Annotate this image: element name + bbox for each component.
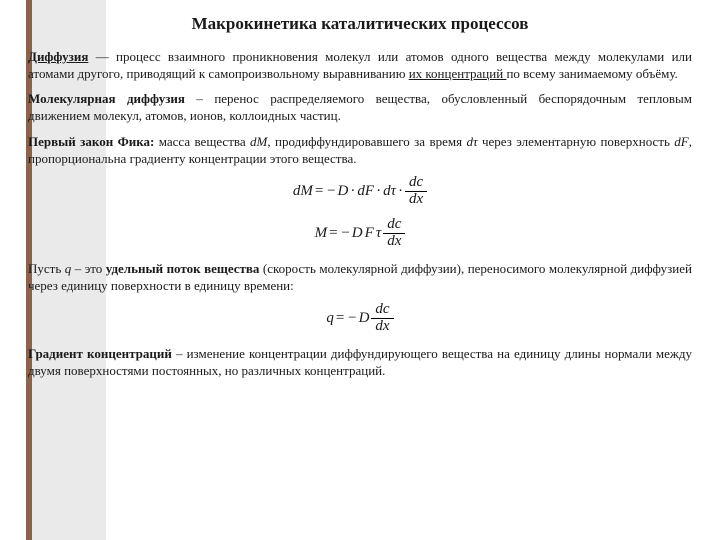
eq1-eq: = − bbox=[315, 183, 336, 200]
text: , продиффундировавшего за время bbox=[267, 134, 466, 149]
eq2-num: dc bbox=[383, 217, 405, 234]
eq2-den: dx bbox=[383, 234, 405, 250]
para-diffusion-def: Диффузия — процесс взаимного проникновен… bbox=[28, 48, 692, 82]
para-molecular-diffusion: Молекулярная диффузия – перенос распреде… bbox=[28, 90, 692, 124]
term-molecular-diffusion: Молекулярная диффузия bbox=[28, 91, 185, 106]
text: по всему занимаемому объёму. bbox=[506, 66, 677, 81]
term-diffusion: Диффузия bbox=[28, 49, 88, 64]
eq2-F: F bbox=[365, 225, 374, 242]
equation-3: q = − D dc dx bbox=[28, 302, 692, 335]
eq2-tau: τ bbox=[376, 225, 381, 242]
eq1-dot: · bbox=[376, 183, 381, 200]
para-gradient-def: Градиент концентраций – изменение концен… bbox=[28, 345, 692, 379]
term-specific-flux: удельный поток вещества bbox=[106, 261, 260, 276]
text: Пусть bbox=[28, 261, 65, 276]
page-title: Макрокинетика каталитических процессов bbox=[28, 14, 692, 34]
eq2-D: D bbox=[352, 225, 363, 242]
eq1-D: D bbox=[338, 183, 349, 200]
text: через элементарную поверхность bbox=[478, 134, 675, 149]
content-area: Макрокинетика каталитических процессов Д… bbox=[28, 14, 692, 379]
eq1-dot: · bbox=[398, 183, 403, 200]
eq3-eq: = − bbox=[336, 310, 357, 327]
var-dtau: dτ bbox=[466, 134, 477, 149]
eq3-D: D bbox=[359, 310, 370, 327]
eq3-frac: dc dx bbox=[371, 302, 393, 335]
eq1-num: dc bbox=[405, 175, 427, 192]
eq3-num: dc bbox=[371, 302, 393, 319]
text-underline: их концентраций bbox=[409, 66, 507, 81]
eq1-lhs: dM bbox=[293, 183, 313, 200]
equation-1: dM = − D · dF · dτ · dc dx bbox=[28, 175, 692, 208]
eq1-dot: · bbox=[350, 183, 355, 200]
var-dF: dF bbox=[674, 134, 688, 149]
para-fick-law: Первый закон Фика: масса вещества dM, пр… bbox=[28, 133, 692, 167]
eq1-den: dx bbox=[405, 192, 427, 208]
term-fick-law: Первый закон Фика: bbox=[28, 134, 154, 149]
eq1-dF: dF bbox=[357, 183, 374, 200]
term-gradient: Градиент концентраций bbox=[28, 346, 172, 361]
text: – это bbox=[71, 261, 106, 276]
var-dM: dM bbox=[250, 134, 267, 149]
eq2-lhs: M bbox=[315, 225, 328, 242]
eq3-den: dx bbox=[371, 319, 393, 335]
eq1-frac: dc dx bbox=[405, 175, 427, 208]
equation-2: M = − D F τ dc dx bbox=[28, 217, 692, 250]
text: масса вещества bbox=[154, 134, 250, 149]
eq1-dtau: dτ bbox=[383, 183, 396, 200]
eq3-lhs: q bbox=[326, 310, 334, 327]
para-specific-flux: Пусть q – это удельный поток вещества (с… bbox=[28, 260, 692, 294]
eq2-frac: dc dx bbox=[383, 217, 405, 250]
eq2-eq: = − bbox=[329, 225, 350, 242]
